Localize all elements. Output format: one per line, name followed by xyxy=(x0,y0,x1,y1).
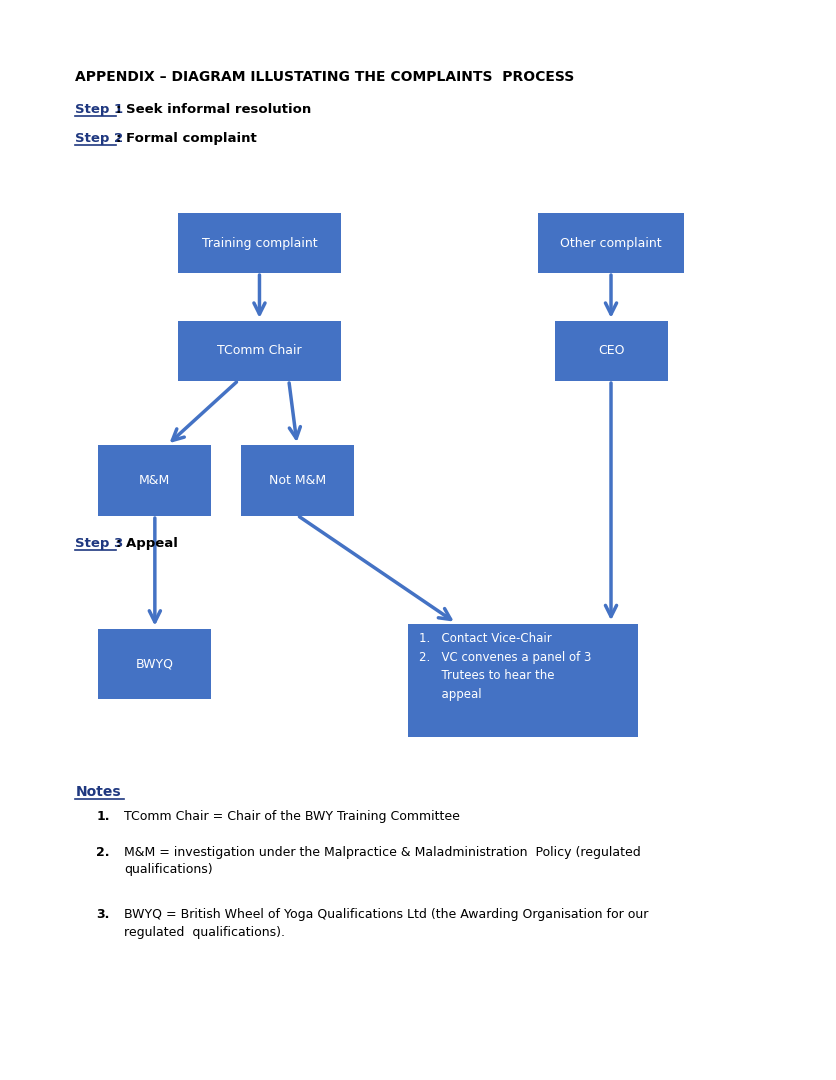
Text: 3.: 3. xyxy=(96,908,110,921)
Text: : Appeal: : Appeal xyxy=(115,537,177,550)
Text: 2.: 2. xyxy=(96,846,110,859)
FancyBboxPatch shape xyxy=(407,623,637,737)
FancyBboxPatch shape xyxy=(99,629,211,700)
Text: : Seek informal resolution: : Seek informal resolution xyxy=(115,103,310,116)
FancyBboxPatch shape xyxy=(537,213,683,272)
Text: Step 1: Step 1 xyxy=(75,103,123,116)
Text: 1.   Contact Vice-Chair
2.   VC convenes a panel of 3
      Trutees to hear the
: 1. Contact Vice-Chair 2. VC convenes a p… xyxy=(418,633,590,701)
Text: M&M = investigation under the Malpractice & Maladministration  Policy (regulated: M&M = investigation under the Malpractic… xyxy=(124,846,640,876)
Text: TComm Chair: TComm Chair xyxy=(217,345,302,357)
Text: CEO: CEO xyxy=(597,345,624,357)
Text: Notes: Notes xyxy=(75,785,121,799)
FancyBboxPatch shape xyxy=(177,213,341,272)
Text: Training complaint: Training complaint xyxy=(201,237,317,249)
FancyBboxPatch shape xyxy=(553,321,667,380)
Text: Step 3: Step 3 xyxy=(75,537,124,550)
Text: : Formal complaint: : Formal complaint xyxy=(115,132,256,145)
Text: Other complaint: Other complaint xyxy=(559,237,661,249)
FancyBboxPatch shape xyxy=(177,321,341,380)
FancyBboxPatch shape xyxy=(241,445,353,515)
Text: BWYQ: BWYQ xyxy=(135,658,174,671)
Text: TComm Chair = Chair of the BWY Training Committee: TComm Chair = Chair of the BWY Training … xyxy=(124,810,459,823)
Text: 1.: 1. xyxy=(96,810,110,823)
Text: Step 2: Step 2 xyxy=(75,132,123,145)
Text: M&M: M&M xyxy=(139,474,171,487)
FancyBboxPatch shape xyxy=(99,445,211,515)
Text: BWYQ = British Wheel of Yoga Qualifications Ltd (the Awarding Organisation for o: BWYQ = British Wheel of Yoga Qualificati… xyxy=(124,908,647,939)
Text: APPENDIX – DIAGRAM ILLUSTATING THE COMPLAINTS  PROCESS: APPENDIX – DIAGRAM ILLUSTATING THE COMPL… xyxy=(75,70,573,84)
Text: Not M&M: Not M&M xyxy=(268,474,325,487)
